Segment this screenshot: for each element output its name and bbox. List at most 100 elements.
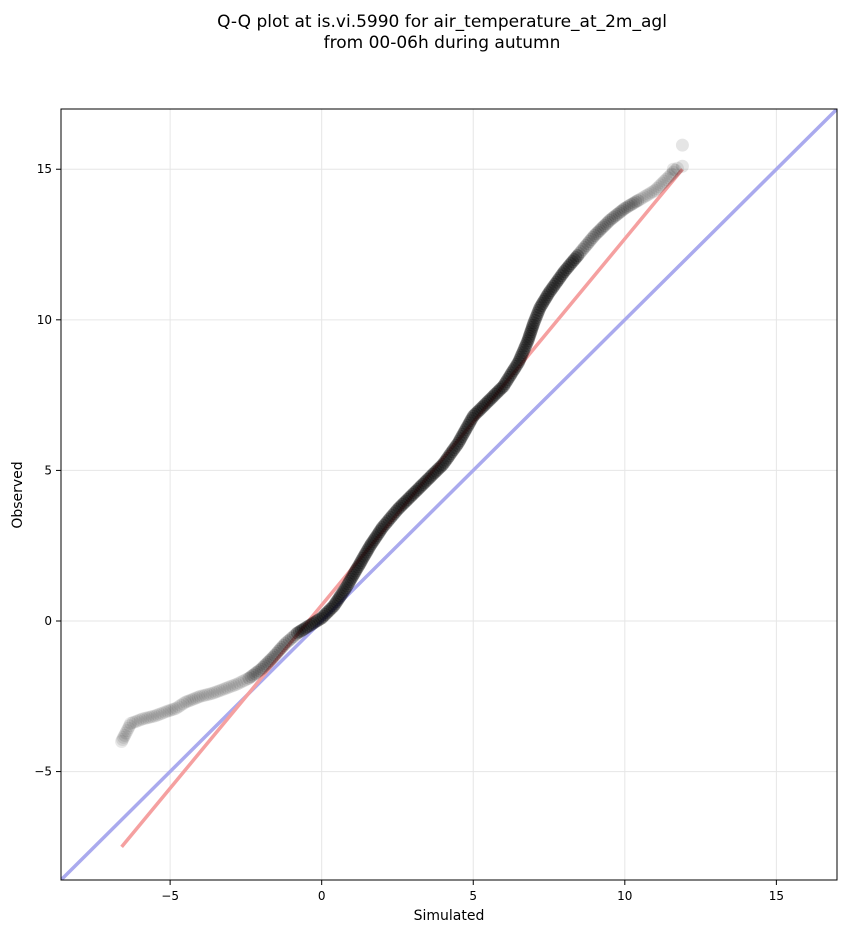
qq-point [538,292,552,306]
qq-point [550,275,564,289]
qq-point [488,387,502,401]
qq-point [191,690,205,704]
qq-point [612,206,626,220]
qq-point [566,255,580,269]
qq-point [244,670,258,684]
qq-point [528,313,542,327]
y-axis-ticks: −5 0 5 10 15 [34,162,61,779]
chart-title-line-1: Q-Q plot at is.vi.5990 for air_temperatu… [217,12,667,32]
qq-point [547,279,561,293]
qq-point [436,457,450,471]
qq-point [124,716,138,730]
qq-point [126,716,140,729]
qq-point [492,384,505,398]
qq-point [406,488,420,501]
qq-point [485,391,499,405]
qq-point [522,329,536,343]
qq-point [263,654,277,668]
qq-point [445,445,459,459]
qq-point [476,399,490,413]
qq-point [459,423,473,437]
qq-point [401,493,415,506]
qq-point [136,712,150,726]
qq-point [404,489,418,503]
qq-point [384,511,398,525]
qq-point [519,339,533,353]
qq-point [465,412,479,425]
qq-point [340,579,354,593]
qq-point [355,554,369,567]
qq-point [346,568,360,582]
x-axis-ticks: −5 0 5 10 15 [161,880,784,903]
qq-point [670,161,684,175]
qq-point [334,589,347,603]
qq-point [525,320,539,334]
qq-point [502,370,516,384]
qq-point [366,535,380,549]
qq-point [218,682,232,696]
qq-point [138,711,152,725]
qq-point [252,664,266,678]
qq-point [450,438,464,452]
qq-point [648,183,662,197]
qq-point [411,483,425,496]
qq-point [421,472,435,486]
qq-point [631,194,645,208]
qq-point [328,597,342,611]
qq-point [196,689,210,703]
qq-point [141,711,155,725]
qq-point [650,182,664,195]
qq-point [392,501,406,515]
qq-point [201,688,215,701]
qq-point [675,138,689,152]
qq-point [266,650,280,664]
qq-point [480,396,494,410]
qq-point [258,659,271,673]
qq-point [439,453,453,467]
qq-point [303,619,317,632]
qq-point [505,366,519,380]
qq-point [380,515,394,529]
qq-point [515,348,529,362]
qq-point [407,486,421,500]
qq-point [409,484,423,498]
qq-point [387,507,401,521]
qq-point [564,257,578,271]
qq-point [330,595,343,609]
qq-point [357,549,371,563]
qq-point [271,644,285,658]
qq-point [120,724,134,738]
qq-point [635,191,649,205]
qq-point [198,688,212,702]
qq-point [544,284,557,298]
qq-point [313,612,327,626]
qq-point [442,449,456,463]
qq-point [642,187,656,201]
qq-point [280,635,294,649]
qq-point [309,615,323,629]
qq-point [363,539,377,553]
qq-point [278,637,292,651]
qq-point [295,624,308,637]
qq-point [466,409,480,423]
qq-point [652,180,666,194]
qq-point [174,698,188,712]
qq-point [504,368,517,382]
qq-point [119,726,133,740]
qq-point [268,648,282,662]
qq-point [180,694,194,708]
qq-point [572,247,586,261]
qq-point [441,451,454,465]
qq-point [557,265,571,279]
qq-point [508,362,522,376]
qq-point [172,700,185,714]
qq-point [525,323,539,337]
qq-point [574,245,588,259]
qq-point [299,621,312,635]
qq-point [123,719,136,733]
qq-point [377,519,391,533]
qq-point [318,608,332,621]
qq-point [577,241,591,254]
qq-point [627,196,640,210]
qq-point [657,174,671,188]
